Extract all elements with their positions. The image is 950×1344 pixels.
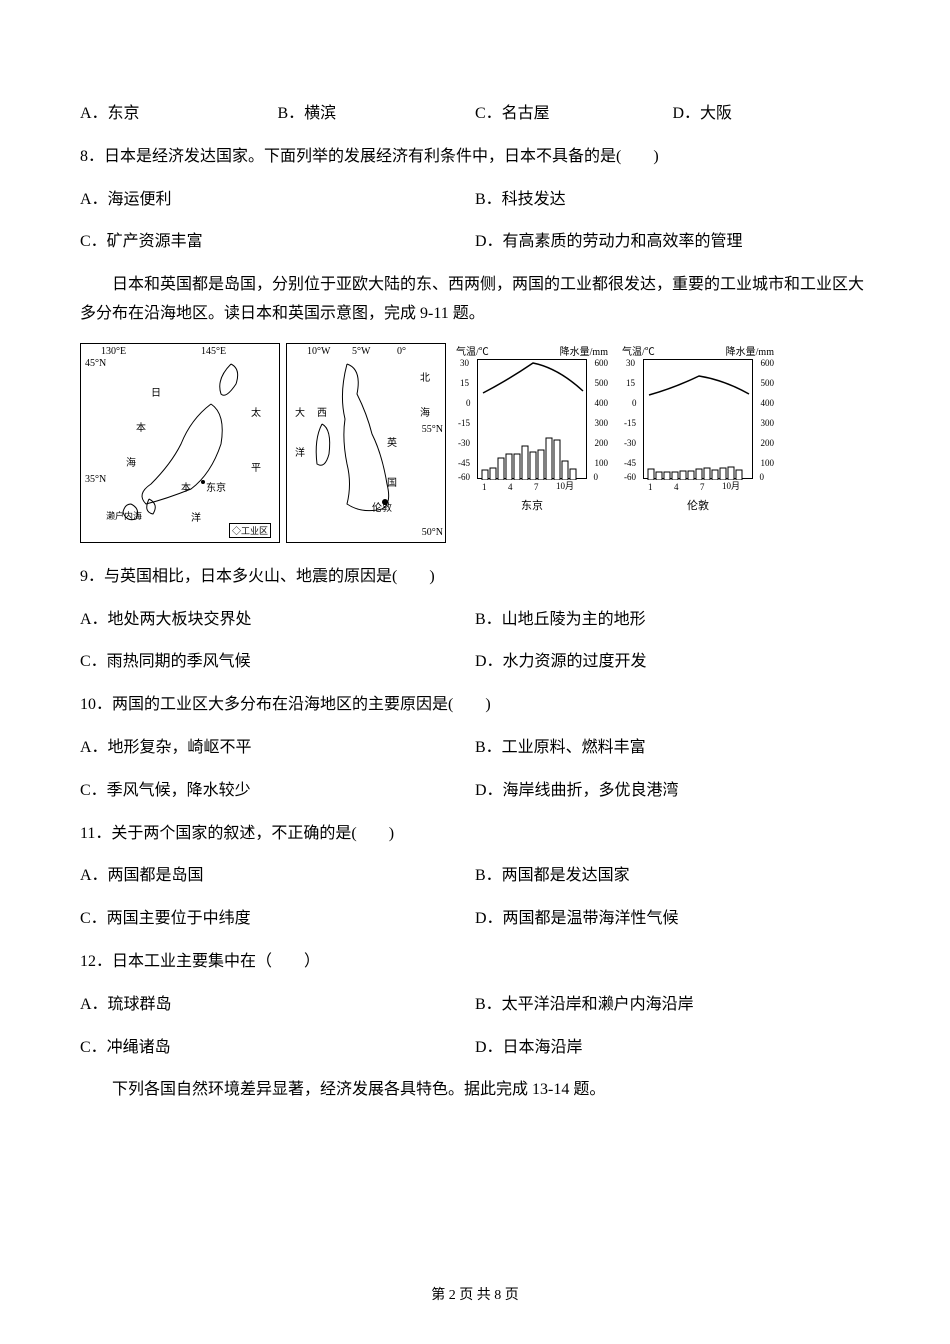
q12-opt-d: D．日本海沿岸: [475, 1034, 870, 1063]
q12-options-row1: A．琉球群岛 B．太平洋沿岸和濑户内海沿岸: [80, 991, 870, 1020]
uk-outline: [287, 344, 447, 544]
tokyo-chart-box: 30 15 0 -15 -30 -45 -60 600 500 400 300 …: [477, 359, 587, 479]
q9-opt-c: C．雨热同期的季风气候: [80, 648, 475, 677]
q11-opt-a: A．两国都是岛国: [80, 862, 475, 891]
q11-options-row2: C．两国主要位于中纬度 D．两国都是温带海洋性气候: [80, 905, 870, 934]
q11-opt-c: C．两国主要位于中纬度: [80, 905, 475, 934]
japan-map: 130°E 145°E 45°N 35°N 日 本 海 太 平 洋 本 东京 濑…: [80, 343, 280, 543]
q11-stem: 11．关于两个国家的叙述，不正确的是( ): [80, 820, 870, 849]
q11-options-row1: A．两国都是岛国 B．两国都是发达国家: [80, 862, 870, 891]
london-chart-box: 30 15 0 -15 -30 -45 -60 600 500 400 300 …: [643, 359, 753, 479]
figure-container: 130°E 145°E 45°N 35°N 日 本 海 太 平 洋 本 东京 濑…: [80, 343, 870, 543]
uk-map: 10°W 5°W 0° 55°N 50°N 北 海 大 西 洋 英 国 伦敦: [286, 343, 446, 543]
q9-opt-a: A．地处两大板块交界处: [80, 606, 475, 635]
london-title: 伦敦: [618, 497, 778, 513]
passage-text: 日本和英国都是岛国，分别位于亚欧大陆的东、西两侧，两国的工业都很发达，重要的工业…: [80, 271, 870, 329]
q11-opt-d: D．两国都是温带海洋性气候: [475, 905, 870, 934]
q10-opt-d: D．海岸线曲折，多优良港湾: [475, 777, 870, 806]
q8-opt-c: C．矿产资源丰富: [80, 228, 475, 257]
tokyo-svg: [478, 360, 588, 480]
q12-opt-a: A．琉球群岛: [80, 991, 475, 1020]
q8-options-row1: A．海运便利 B．科技发达: [80, 186, 870, 215]
q7-opt-d: D．大阪: [673, 100, 871, 129]
q7-opt-b: B．横滨: [278, 100, 476, 129]
q9-stem: 9．与英国相比，日本多火山、地震的原因是( ): [80, 563, 870, 592]
passage2-text: 下列各国自然环境差异显著，经济发展各具特色。据此完成 13-14 题。: [80, 1076, 870, 1105]
jp-outline: [81, 344, 281, 544]
q9-opt-b: B．山地丘陵为主的地形: [475, 606, 870, 635]
q9-options-row1: A．地处两大板块交界处 B．山地丘陵为主的地形: [80, 606, 870, 635]
q8-stem: 8．日本是经济发达国家。下面列举的发展经济有利条件中，日本不具备的是( ): [80, 143, 870, 172]
tokyo-chart: 气温/℃ 降水量/mm 30 15 0 -15 -30 -45 -60 600 …: [452, 343, 612, 523]
tokyo-title: 东京: [452, 497, 612, 513]
london-y-left: 气温/℃: [622, 343, 655, 358]
tokyo-y-left: 气温/℃: [456, 343, 489, 358]
q10-opt-c: C．季风气候，降水较少: [80, 777, 475, 806]
q12-opt-b: B．太平洋沿岸和濑户内海沿岸: [475, 991, 870, 1020]
q7-opt-a: A．东京: [80, 100, 278, 129]
q12-opt-c: C．冲绳诸岛: [80, 1034, 475, 1063]
q7-opt-c: C．名古屋: [475, 100, 673, 129]
london-chart: 气温/℃ 降水量/mm 30 15 0 -15 -30 -45 -60 600 …: [618, 343, 778, 523]
q10-options-row1: A．地形复杂，崎岖不平 B．工业原料、燃料丰富: [80, 734, 870, 763]
q8-opt-a: A．海运便利: [80, 186, 475, 215]
q8-opt-b: B．科技发达: [475, 186, 870, 215]
q10-opt-a: A．地形复杂，崎岖不平: [80, 734, 475, 763]
q10-stem: 10．两国的工业区大多分布在沿海地区的主要原因是( ): [80, 691, 870, 720]
page-footer: 第 2 页 共 8 页: [0, 1284, 950, 1304]
q8-options-row2: C．矿产资源丰富 D．有高素质的劳动力和高效率的管理: [80, 228, 870, 257]
q12-stem: 12．日本工业主要集中在（ ）: [80, 948, 870, 977]
q10-options-row2: C．季风气候，降水较少 D．海岸线曲折，多优良港湾: [80, 777, 870, 806]
q11-opt-b: B．两国都是发达国家: [475, 862, 870, 891]
q8-opt-d: D．有高素质的劳动力和高效率的管理: [475, 228, 870, 257]
london-y-right: 降水量/mm: [726, 343, 774, 358]
q10-opt-b: B．工业原料、燃料丰富: [475, 734, 870, 763]
london-svg: [644, 360, 754, 480]
tokyo-y-right: 降水量/mm: [560, 343, 608, 358]
q9-opt-d: D．水力资源的过度开发: [475, 648, 870, 677]
q7-options: A．东京 B．横滨 C．名古屋 D．大阪: [80, 100, 870, 129]
q9-options-row2: C．雨热同期的季风气候 D．水力资源的过度开发: [80, 648, 870, 677]
q12-options-row2: C．冲绳诸岛 D．日本海沿岸: [80, 1034, 870, 1063]
